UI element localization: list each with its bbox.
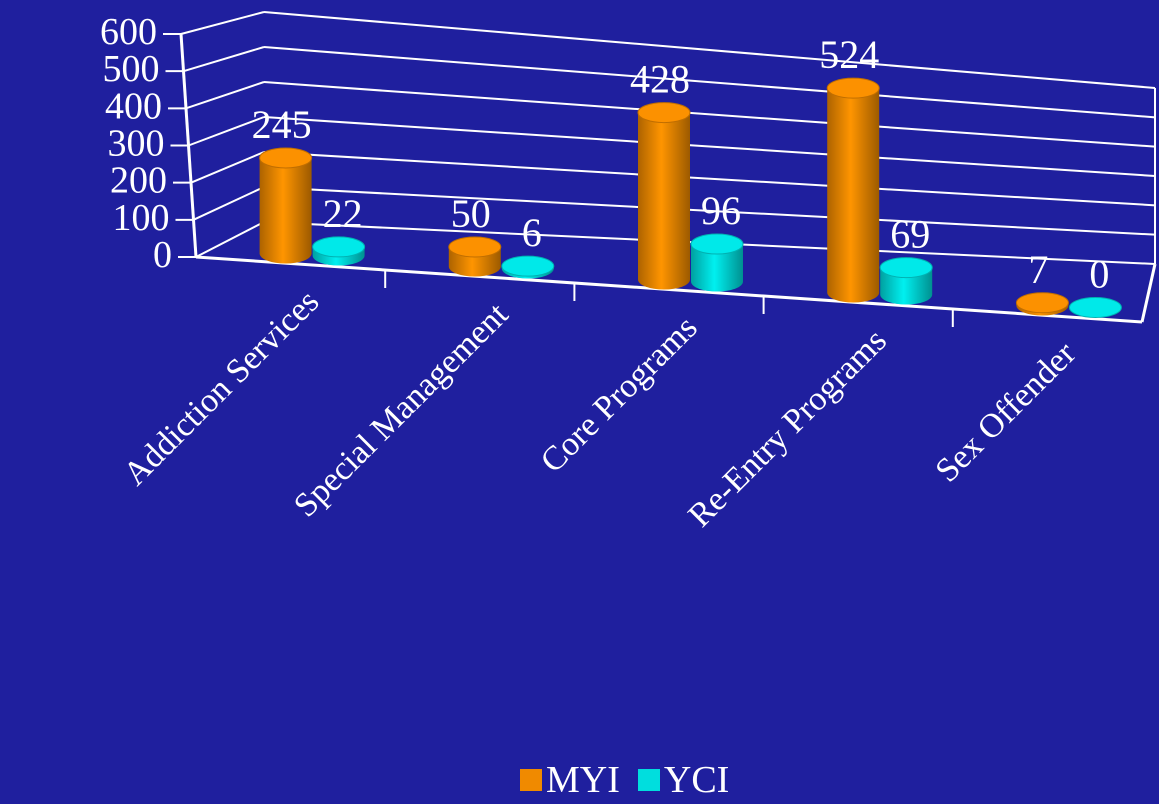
- data-label-yci-core-programs: 96: [701, 188, 741, 233]
- data-label-myi-special-management: 50: [451, 191, 491, 236]
- gridline: [263, 186, 1156, 236]
- bar-top-myi-special-management: [448, 236, 502, 258]
- x-axis-line: [195, 255, 1143, 324]
- y-tick-label: 100: [113, 197, 170, 239]
- bar-top-yci-sex-offender: [1068, 297, 1122, 318]
- legend-swatch-yci: [637, 769, 660, 791]
- side-wall-line: [190, 151, 265, 184]
- legend-item-yci: YCI: [637, 758, 730, 802]
- data-label-yci-addiction-services: 22: [323, 191, 363, 236]
- bar-yci-re-entry-programs: [880, 267, 933, 305]
- floor-right-edge: [1140, 263, 1157, 323]
- data-label-yci-special-management: 6: [522, 210, 542, 255]
- bar-top-myi-core-programs: [637, 102, 691, 124]
- legend-swatch-myi: [520, 769, 542, 791]
- bar-top-yci-special-management: [501, 255, 555, 277]
- side-wall-line: [193, 186, 265, 221]
- y-tick-label: 400: [105, 85, 162, 127]
- x-tick-label-sex-offender: Sex Offender: [928, 335, 1083, 490]
- bar-top-myi-addiction-services: [259, 147, 313, 169]
- data-label-myi-re-entry-programs: 524: [819, 32, 879, 77]
- x-tick-label-special-management: Special Management: [287, 296, 516, 525]
- side-wall-line: [188, 116, 265, 147]
- y-tick-label: 0: [153, 234, 172, 276]
- gridline: [263, 151, 1156, 207]
- x-tick-label-core-programs: Core Programs: [534, 309, 705, 480]
- bar-myi-re-entry-programs: [827, 88, 880, 303]
- x-tick-label-addiction-services: Addiction Services: [116, 283, 326, 493]
- y-tick-label: 300: [108, 123, 165, 165]
- side-wall-line: [183, 46, 265, 73]
- x-tick-label-re-entry-programs: Re-Entry Programs: [681, 322, 893, 534]
- gridline: [263, 11, 1156, 89]
- data-label-yci-sex-offender: 0: [1089, 252, 1109, 297]
- bar-top-yci-re-entry-programs: [879, 257, 933, 279]
- y-tick-label: 600: [100, 11, 157, 53]
- bar-myi-core-programs: [638, 112, 690, 290]
- side-wall-line: [195, 221, 265, 258]
- bar-myi-addiction-services: [259, 157, 312, 264]
- bar-top-yci-core-programs: [690, 233, 744, 255]
- legend-label-yci: YCI: [663, 759, 730, 801]
- bar-top-myi-sex-offender: [1015, 292, 1069, 314]
- legend-item-myi: MYI: [520, 758, 620, 802]
- bar-top-yci-addiction-services: [312, 236, 366, 258]
- gridline: [263, 46, 1156, 119]
- legend: MYI YCI: [520, 758, 730, 802]
- data-label-myi-addiction-services: 245: [252, 102, 312, 147]
- gridline: [263, 81, 1156, 148]
- side-wall-line: [180, 11, 265, 35]
- bar-yci-core-programs: [691, 244, 743, 292]
- gridline: [263, 116, 1156, 177]
- y-tick-label: 200: [110, 160, 167, 202]
- y-tick-label: 500: [103, 48, 160, 90]
- data-label-myi-core-programs: 428: [630, 57, 690, 102]
- data-label-myi-sex-offender: 7: [1028, 247, 1048, 292]
- bar-top-myi-re-entry-programs: [826, 77, 880, 99]
- legend-label-myi: MYI: [546, 759, 620, 801]
- data-label-yci-re-entry-programs: 69: [890, 212, 930, 257]
- side-wall-line: [185, 81, 265, 110]
